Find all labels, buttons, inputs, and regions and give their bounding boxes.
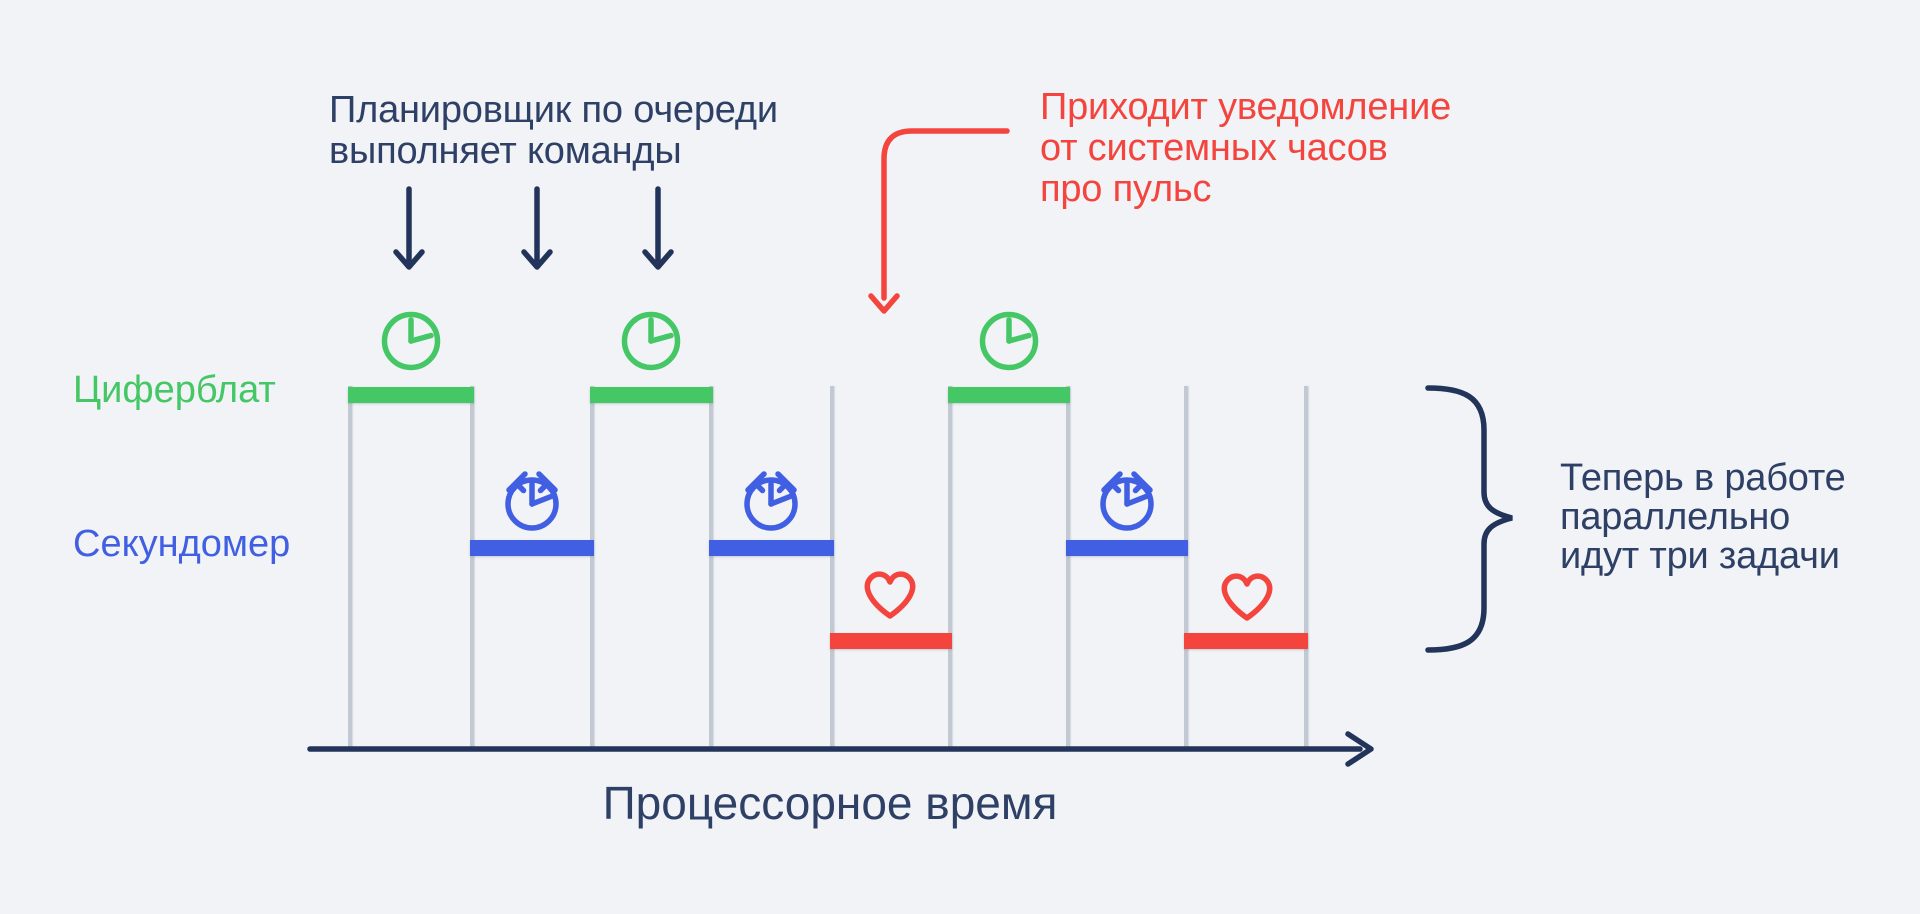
slot-bar-stopwatch	[1066, 540, 1188, 556]
gridline	[948, 386, 952, 749]
slot-bar-pulse	[1184, 633, 1308, 649]
scheduler-arrow-icon	[521, 186, 553, 270]
alarm-clock-icon	[747, 474, 795, 528]
slot-bar-dial	[948, 387, 1070, 403]
gridline	[470, 386, 474, 749]
scheduler-arrow-icon	[642, 186, 674, 270]
notification-note: Приходит уведомление от системных часов …	[1040, 87, 1451, 210]
clock-icon	[625, 315, 678, 368]
scheduler-arrow-icon	[393, 186, 425, 270]
alarm-clock-icon	[508, 474, 556, 528]
notification-arrow-icon	[868, 128, 1010, 314]
scheduler-note-line: выполняет команды	[329, 130, 682, 172]
slot-bar-dial	[348, 387, 474, 403]
row-label-dial: Циферблат	[73, 369, 276, 411]
parallel-note-line: параллельно	[1560, 496, 1791, 538]
gridline	[1066, 386, 1070, 749]
parallel-note-line: Теперь в работе	[1560, 457, 1846, 499]
notification-note-line: про пульс	[1040, 168, 1212, 210]
axis-label: Процессорное время	[602, 777, 1058, 829]
slot-bar-stopwatch	[470, 540, 594, 556]
parallel-note-line: идут три задачи	[1560, 535, 1840, 577]
gridline	[830, 386, 834, 749]
scheduler-note: Планировщик по очереди выполняет команды	[329, 90, 778, 172]
heart-icon	[867, 574, 912, 616]
notification-note-line: Приходит уведомление	[1040, 86, 1452, 128]
gridline	[1304, 386, 1308, 749]
slot-bar-dial	[590, 387, 713, 403]
heart-icon	[1224, 576, 1269, 618]
gridline	[1184, 386, 1188, 749]
gridline	[709, 386, 713, 749]
parallel-note: Теперь в работе параллельно идут три зад…	[1560, 459, 1846, 576]
clock-icon	[983, 315, 1036, 368]
gridline	[348, 386, 352, 749]
alarm-clock-icon	[1103, 474, 1151, 528]
notification-note-line: от системных часов	[1040, 127, 1388, 169]
scheduler-note-line: Планировщик по очереди	[329, 89, 778, 131]
gridline	[590, 386, 594, 749]
slot-bar-stopwatch	[709, 540, 834, 556]
brace-icon	[1425, 385, 1513, 653]
slot-bar-pulse	[830, 633, 952, 649]
row-label-stopwatch: Секундомер	[73, 523, 291, 565]
clock-icon	[385, 315, 438, 368]
